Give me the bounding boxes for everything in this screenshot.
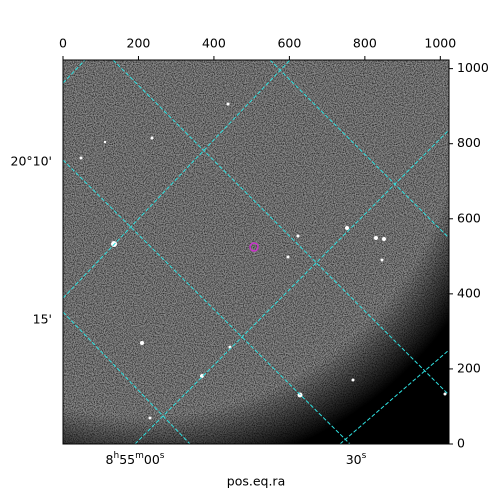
x-tick-label: 800 bbox=[353, 36, 377, 51]
ra-tick-label: 8h55m00s bbox=[106, 451, 165, 467]
y-tick-label: 1000 bbox=[457, 60, 489, 75]
ra-value: 00 bbox=[144, 452, 160, 467]
ra-unit: m bbox=[135, 451, 144, 461]
x-tick-label: 600 bbox=[277, 36, 301, 51]
ra-unit: h bbox=[113, 451, 119, 461]
dec-tick-label: 20°10' bbox=[11, 154, 53, 169]
x-tick-label: 0 bbox=[59, 36, 67, 51]
y-tick-label: 200 bbox=[457, 360, 481, 375]
ra-value: 30 bbox=[346, 452, 362, 467]
ra-unit: s bbox=[160, 451, 165, 461]
y-tick-label: 600 bbox=[457, 210, 481, 225]
target-marker bbox=[249, 242, 259, 252]
plot-frame bbox=[62, 59, 450, 445]
sky-image bbox=[63, 60, 449, 444]
ra-tick-label: 30s bbox=[346, 451, 367, 467]
ra-unit: s bbox=[362, 451, 367, 461]
x-tick-label: 400 bbox=[202, 36, 226, 51]
x-tick-label: 1000 bbox=[424, 36, 456, 51]
dec-tick-label: 15' bbox=[33, 312, 52, 327]
ra-value: 8 bbox=[106, 452, 114, 467]
x-tick-label: 200 bbox=[127, 36, 151, 51]
y-tick-label: 0 bbox=[457, 436, 465, 451]
y-tick-label: 800 bbox=[457, 135, 481, 150]
y-tick-label: 400 bbox=[457, 285, 481, 300]
x-axis-label: pos.eq.ra bbox=[227, 474, 285, 489]
ra-value: 55 bbox=[119, 452, 135, 467]
